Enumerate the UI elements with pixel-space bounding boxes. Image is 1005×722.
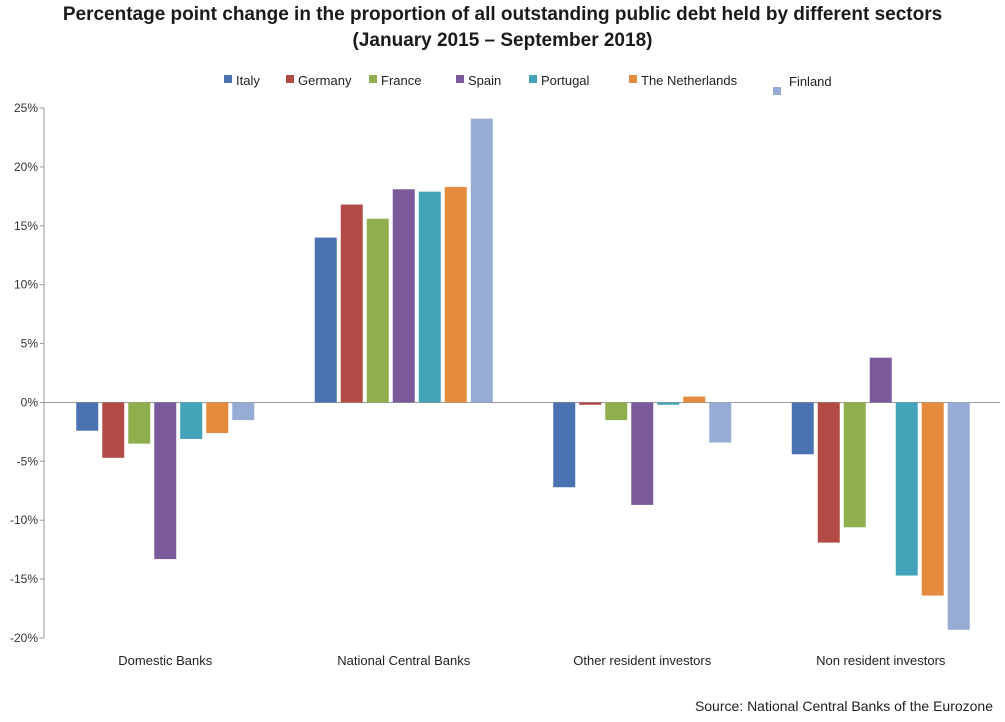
legend-swatch [773, 87, 781, 95]
y-tick-label: 25% [14, 101, 38, 115]
bar [791, 402, 814, 455]
y-tick-label: 15% [14, 219, 38, 233]
bar [683, 396, 706, 403]
bar [579, 402, 602, 405]
bar [418, 191, 441, 403]
legend-label: Germany [298, 73, 352, 88]
bar [869, 357, 892, 403]
bar [843, 402, 866, 528]
legend-label: France [381, 73, 421, 88]
bar [340, 204, 363, 403]
bar [895, 402, 918, 576]
y-tick-label: 0% [21, 395, 39, 409]
bar [444, 186, 467, 403]
legend-swatch [629, 75, 637, 83]
legend-label: The Netherlands [641, 73, 738, 88]
x-category-label: Domestic Banks [118, 653, 212, 668]
bar [128, 402, 151, 444]
bar [709, 402, 732, 443]
bar [657, 402, 680, 405]
legend-swatch [224, 75, 232, 83]
bar [553, 402, 576, 488]
bar [817, 402, 840, 543]
bar [631, 402, 654, 505]
bar [921, 402, 944, 596]
y-tick-label: 10% [14, 278, 38, 292]
bar [605, 402, 628, 421]
x-category-label: Non resident investors [816, 653, 946, 668]
bar [366, 218, 389, 403]
source-note: Source: National Central Banks of the Eu… [694, 698, 993, 714]
y-tick-label: 20% [14, 160, 38, 174]
y-tick-label: -15% [10, 572, 38, 586]
legend-label: Spain [468, 73, 501, 88]
x-category-label: Other resident investors [573, 653, 712, 668]
bar [180, 402, 203, 439]
bar [947, 402, 970, 630]
legend-swatch [529, 75, 537, 83]
y-tick-label: -20% [10, 631, 38, 645]
chart-title-line1: Percentage point change in the proportio… [62, 4, 943, 25]
legend-label: Portugal [541, 73, 590, 88]
y-tick-label: -10% [10, 513, 38, 527]
legend-swatch [369, 75, 377, 83]
legend-swatch [456, 75, 464, 83]
bar [232, 402, 255, 421]
y-tick-label: -5% [17, 454, 39, 468]
chart-title-line2: (January 2015 – September 2018) [352, 30, 653, 51]
y-tick-label: 5% [21, 337, 39, 351]
legend-swatch [286, 75, 294, 83]
bar [206, 402, 229, 434]
bar [154, 402, 177, 560]
bar [76, 402, 99, 431]
legend-label: Finland [789, 74, 832, 89]
legend-label: Italy [236, 73, 260, 88]
bar [102, 402, 125, 458]
bar [392, 189, 415, 403]
bar [470, 118, 493, 403]
bar [314, 237, 337, 403]
x-category-label: National Central Banks [337, 653, 470, 668]
